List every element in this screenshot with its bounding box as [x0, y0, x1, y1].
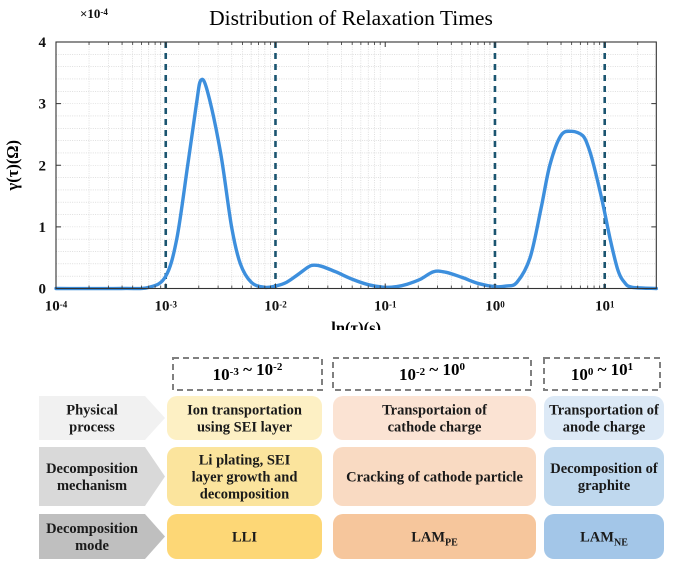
svg-text:anode charge: anode charge — [563, 420, 646, 436]
svg-text:Distribution of Relaxation Tim: Distribution of Relaxation Times — [209, 6, 493, 30]
svg-text:graphite: graphite — [578, 478, 631, 494]
svg-text:Ion transportation: Ion transportation — [187, 403, 302, 419]
svg-text:mechanism: mechanism — [57, 478, 127, 494]
svg-text:layer growth and: layer growth and — [192, 470, 298, 486]
svg-text:4: 4 — [39, 35, 47, 51]
svg-text:2: 2 — [39, 158, 47, 174]
svg-text:Physical: Physical — [66, 403, 118, 419]
svg-text:decomposition: decomposition — [200, 487, 289, 503]
svg-text:Transportaion of: Transportaion of — [382, 403, 487, 419]
svg-text:LLI: LLI — [232, 530, 257, 546]
svg-text:cathode charge: cathode charge — [388, 420, 482, 436]
svg-text:using SEI layer: using SEI layer — [197, 420, 293, 436]
svg-text:process: process — [69, 420, 115, 436]
svg-text:1: 1 — [39, 220, 47, 236]
svg-text:Decomposition: Decomposition — [46, 461, 138, 477]
svg-text:mode: mode — [75, 538, 109, 554]
svg-text:Decomposition of: Decomposition of — [550, 461, 658, 477]
svg-text:Decomposition: Decomposition — [46, 521, 138, 537]
svg-text:γ(τ)(Ω): γ(τ)(Ω) — [3, 140, 22, 192]
svg-text:Transportation of: Transportation of — [549, 403, 659, 419]
svg-text:ln(τ)(s): ln(τ)(s) — [331, 319, 381, 331]
svg-text:0: 0 — [39, 282, 47, 298]
svg-text:Cracking of cathode particle: Cracking of cathode particle — [346, 470, 523, 486]
svg-text:3: 3 — [39, 97, 47, 113]
svg-text:Li plating, SEI: Li plating, SEI — [199, 453, 291, 469]
